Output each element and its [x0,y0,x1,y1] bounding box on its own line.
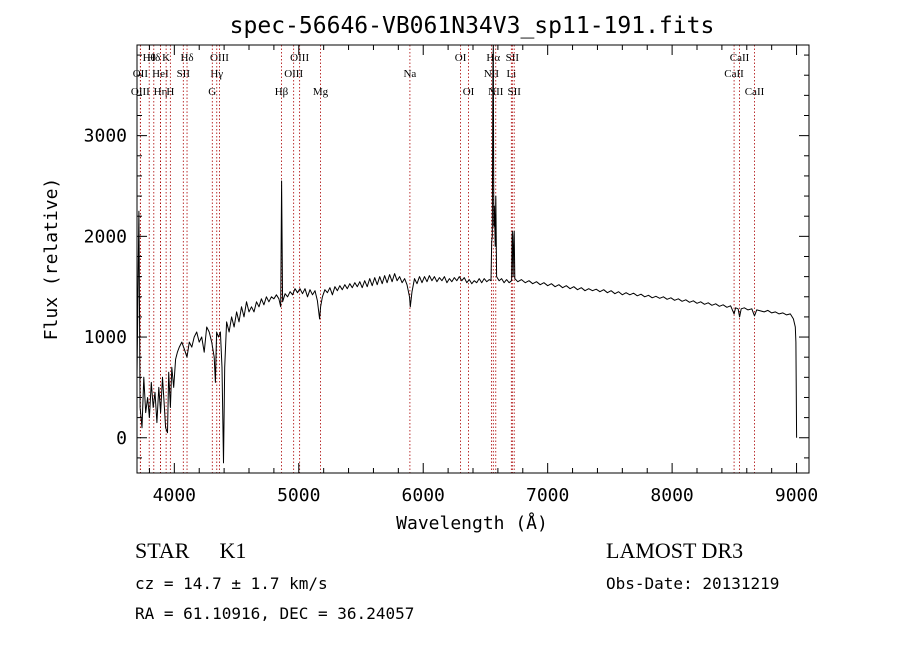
line-label: OIII [131,86,150,98]
chart-title: spec-56646-VB061N34V3_sp11-191.fits [230,13,715,39]
line-label: CaII [724,68,744,80]
obs-date: Obs-Date: 20131219 [606,574,780,593]
class-label: STAR [135,538,190,563]
subclass-label: K1 [219,538,247,563]
x-tick-label: 5000 [277,485,320,506]
y-tick-label: 3000 [84,126,127,147]
x-axis-label: Wavelength (Å) [396,512,548,534]
line-label: Hθ [143,52,156,64]
x-tick-label: 6000 [402,485,445,506]
spectrum-line [136,44,798,464]
line-label: Li [506,68,516,80]
coordinates-readout: RA = 61.10916, DEC = 36.24057 [135,604,415,623]
y-tick-label: 0 [116,428,127,449]
y-tick-label: 1000 [84,327,127,348]
line-label: CaII [745,86,765,98]
x-tick-label: 4000 [153,485,196,506]
axis-ticks: 4000 5000 6000 7000 8000 9000 0 1000 2000 3000 [84,45,818,506]
line-label: Mg [313,86,329,98]
plot-frame [136,44,810,474]
line-label: Hδ [180,52,193,64]
line-label: OI [463,86,475,98]
line-label: OIII [284,68,303,80]
object-class: STAR K1 [135,538,246,564]
x-tick-label: 9000 [775,485,818,506]
x-tick-label: 7000 [526,485,569,506]
redshift-readout: cz = 14.7 ± 1.7 km/s [135,574,328,593]
line-label: H [166,86,174,98]
line-label: SII [506,52,520,64]
line-label: OI [455,52,467,64]
line-label: SII [507,86,521,98]
line-label: Hβ [275,86,289,98]
line-label: Hδ [147,52,160,64]
line-label: CaII [730,52,750,64]
y-tick-label: 2000 [84,226,127,247]
x-tick-label: 8000 [650,485,693,506]
spectrum-series [136,44,798,464]
line-label: G [208,86,216,98]
line-label: K [162,52,170,64]
line-label: NII [484,68,500,80]
line-label: SII [177,68,191,80]
line-label: Na [403,68,416,80]
line-label: Hη [154,86,168,98]
spectrum-plot: spec-56646-VB061N34V3_sp11-191.fits Hθ OI… [41,13,818,534]
y-axis-label: Flux (relative) [41,178,62,341]
line-label: OIII [290,52,309,64]
survey-label: LAMOST DR3 [606,538,744,563]
line-label: NII [488,86,504,98]
line-label: Hγ [210,68,223,80]
line-label: OIII [210,52,229,64]
